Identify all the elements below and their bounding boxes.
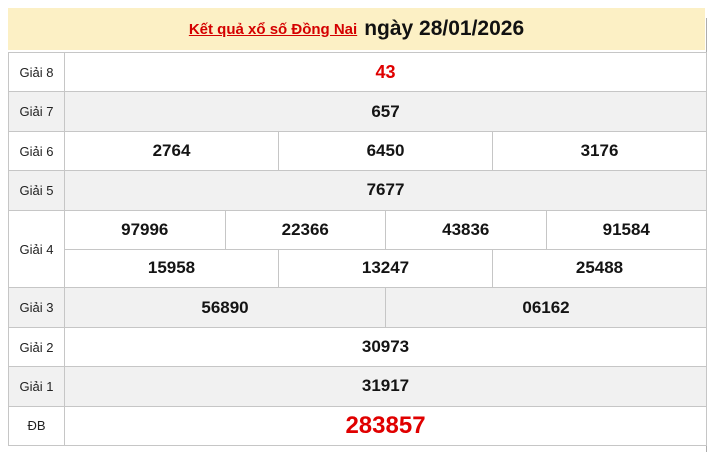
- prize-number: 30973: [361, 337, 410, 357]
- prize-row-giai-4: Giải 4 97996 22366 43836 91584 15958 132…: [9, 210, 706, 289]
- prize-number: 3176: [580, 141, 619, 161]
- prize-label: Giải 7: [9, 92, 65, 131]
- prize-row-giai-1: Giải 1 31917: [9, 367, 706, 407]
- prize-row-giai-6: Giải 6 2764 6450 3176: [9, 131, 706, 172]
- prize-label: Giải 3: [9, 288, 65, 327]
- prize-number: 25488: [575, 258, 624, 278]
- results-table: Giải 8 43 Giải 7 657 Giải 6 2764 6450 31…: [8, 52, 707, 446]
- prize-number: 6450: [279, 131, 493, 171]
- prize-number: 657: [371, 101, 400, 121]
- prize-number: 43: [375, 61, 396, 82]
- prize-row-giai-5: Giải 5 7677: [9, 171, 706, 211]
- prize-number: 97996: [65, 210, 226, 249]
- results-date: ngày 28/01/2026: [364, 17, 525, 40]
- prize-row-giai-8: Giải 8 43: [9, 53, 706, 93]
- prize-label: Giải 2: [9, 327, 65, 367]
- prize-number: 31917: [361, 376, 410, 396]
- prize-label: Giải 8: [9, 53, 65, 92]
- prize-label: ĐB: [9, 406, 65, 446]
- prize-number: 06162: [522, 297, 570, 317]
- prize-number: 2764: [65, 131, 279, 171]
- prize-row-giai-4-line-1: 97996 22366 43836 91584: [65, 210, 706, 250]
- prize-number: 15958: [65, 249, 279, 288]
- prize-number: 13247: [279, 249, 493, 288]
- prize-number-special: 283857: [345, 411, 426, 439]
- prize-row-giai-2: Giải 2 30973: [9, 327, 706, 368]
- prize-number: 7677: [366, 180, 405, 200]
- prize-number: 56890: [65, 288, 386, 327]
- prize-row-giai-7: Giải 7 657: [9, 92, 706, 132]
- prize-label: Giải 5: [9, 171, 65, 210]
- prize-label: Giải 4: [9, 210, 65, 288]
- results-header: Kết quả xổ số Đồng Nai ngày 28/01/2026: [8, 8, 705, 50]
- prize-number: 91584: [602, 219, 650, 239]
- prize-row-giai-4-line-2: 15958 13247 25488: [65, 249, 706, 288]
- prize-label: Giải 1: [9, 367, 65, 406]
- prize-row-db: ĐB 283857: [9, 406, 706, 446]
- prize-label: Giải 6: [9, 131, 65, 171]
- prize-row-giai-3: Giải 3 56890 06162: [9, 288, 706, 328]
- prize-number: 22366: [226, 210, 386, 249]
- results-title-link[interactable]: Kết quả xổ số Đồng Nai: [188, 20, 358, 38]
- prize-number: 43836: [386, 210, 547, 249]
